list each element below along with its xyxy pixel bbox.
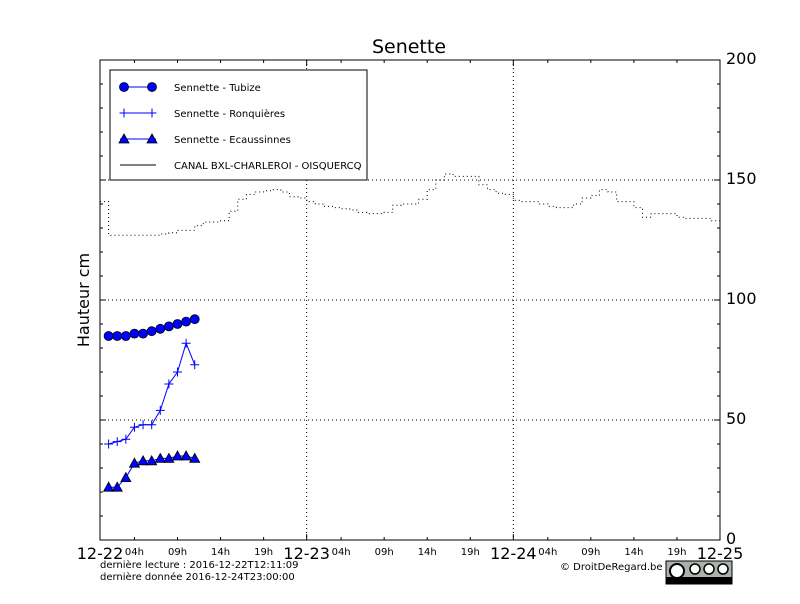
legend-marker [147, 108, 157, 118]
x-minor-tick-label: 09h [375, 547, 394, 558]
series-3 [100, 173, 720, 236]
data-point [164, 379, 174, 389]
data-point [163, 452, 175, 463]
y-tick-label: 50 [726, 409, 746, 428]
x-minor-tick-label: 09h [168, 547, 187, 558]
x-tick-label: 12-25 [697, 544, 744, 563]
data-point [172, 319, 183, 329]
data-point [181, 316, 192, 327]
data-point [171, 450, 184, 461]
x-minor-tick-label: 04h [538, 547, 557, 558]
legend: Sennette - Tubize Sennette - Ronquières Se… [109, 69, 368, 181]
footer-last-data: dernière donnée 2016-12-24T23:00:00 [100, 571, 295, 583]
x-minor-tick-label: 04h [125, 547, 144, 558]
data-point [181, 338, 191, 348]
data-point [189, 314, 200, 325]
data-point [145, 454, 158, 466]
x-minor-tick-label: 14h [624, 547, 643, 558]
data-point [137, 454, 149, 466]
data-point [163, 321, 174, 332]
x-minor-tick-label: 14h [418, 547, 437, 558]
series-layer [100, 173, 720, 492]
data-point [112, 437, 122, 447]
data-point [189, 452, 201, 463]
x-minor-tick-label: 19h [254, 547, 273, 558]
footer-copyright: © DroitDeRegard.be [560, 562, 663, 573]
data-point [138, 420, 148, 430]
footer-last-read: dernière lecture : 2016-12-22T12:11:09 [100, 559, 299, 571]
legend-label: Sennette - Ronquières [174, 108, 285, 120]
legend-label: CANAL BXL-CHARLEROI - OISQUERCQ [174, 161, 362, 172]
legend-marker [147, 82, 157, 92]
data-point [120, 471, 132, 482]
y-tick-label: 0 [726, 529, 736, 548]
data-point [155, 405, 165, 415]
data-point [173, 367, 182, 377]
legend-marker [146, 133, 158, 144]
data-point [190, 360, 200, 370]
data-point [112, 331, 123, 341]
data-point [120, 331, 131, 341]
data-point [104, 439, 114, 449]
data-point [180, 450, 192, 461]
data-point [111, 481, 123, 492]
data-point [147, 420, 157, 430]
x-minor-tick-label: 09h [581, 547, 600, 558]
legend-marker [118, 133, 130, 144]
series-line [100, 173, 720, 236]
x-minor-tick-label: 19h [667, 547, 686, 558]
x-tick-label: 12-23 [283, 544, 330, 563]
legend-marker [119, 82, 129, 92]
series-1 [104, 338, 200, 449]
data-point [146, 326, 157, 337]
y-tick-label: 100 [726, 289, 757, 308]
x-tick-label: 12-22 [77, 544, 124, 563]
data-point [102, 481, 115, 492]
legend-label: Sennette - Tubize [174, 83, 261, 94]
x-minor-tick-label: 14h [211, 547, 230, 558]
data-point [154, 452, 166, 463]
data-point [128, 457, 141, 468]
cc-license-logo [665, 560, 733, 585]
data-point [121, 434, 131, 444]
x-tick-label: 12-24 [490, 544, 537, 563]
y-axis-label: Hauteur cm [74, 253, 93, 347]
data-point [129, 422, 139, 432]
x-minor-tick-label: 04h [332, 547, 351, 558]
data-point [138, 328, 148, 339]
series-0 [103, 314, 200, 341]
chart-title: Senette [372, 36, 446, 58]
axes: 0 50 100 150 200 12-22 12-23 12-24 12-25 04h 09h 14… [77, 49, 757, 563]
legend-marker [119, 108, 129, 118]
x-minor-tick-label: 19h [461, 547, 480, 558]
series-2 [102, 450, 201, 492]
y-tick-label: 150 [726, 169, 757, 188]
legend-label: Sennette - Ecaussinnes [174, 135, 291, 146]
data-point [103, 331, 114, 341]
data-point [155, 323, 166, 334]
data-point [129, 328, 140, 339]
y-tick-label: 200 [726, 49, 757, 68]
